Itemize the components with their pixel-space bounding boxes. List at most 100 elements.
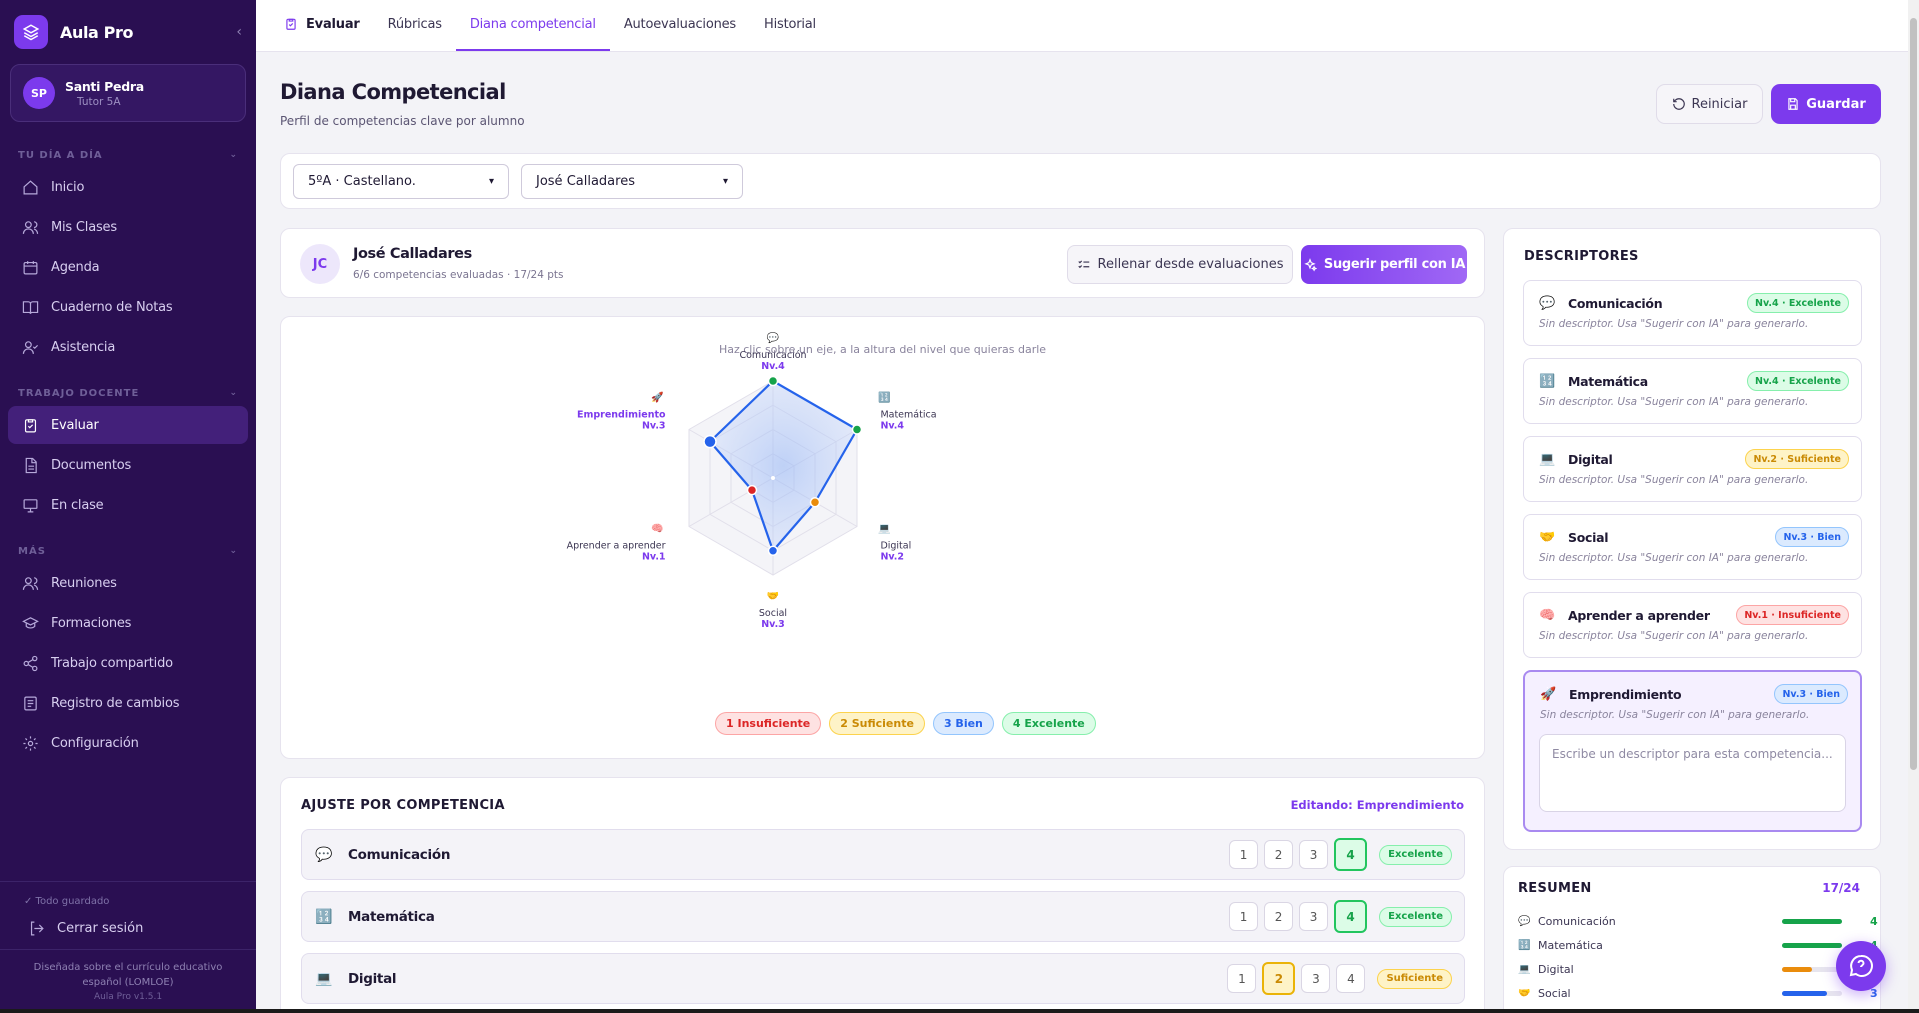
level-button-4[interactable]: 4: [1334, 900, 1368, 933]
layers-icon[interactable]: [14, 15, 48, 49]
level-button-1[interactable]: 1: [1229, 840, 1259, 869]
axis-level-label: Nv.1: [642, 552, 666, 563]
tab-label: Evaluar: [306, 16, 360, 32]
descriptor-emoji: 🧠: [1539, 608, 1556, 623]
student-select[interactable]: José Calladares ▾: [521, 164, 743, 199]
level-button-1[interactable]: 1: [1229, 902, 1259, 931]
axis-label[interactable]: Social: [759, 608, 787, 619]
descriptor-level-badge: Nv.2 · Suficiente: [1745, 449, 1849, 469]
tab-autoevaluaciones[interactable]: Autoevaluaciones: [610, 0, 750, 51]
chevron-down-icon: ⌄: [229, 546, 238, 556]
axis-label[interactable]: Aprender a aprender: [567, 541, 666, 552]
descriptor-name: Comunicación: [1568, 296, 1663, 311]
sidebar-item-registro-cambios[interactable]: Registro de cambios: [8, 684, 248, 722]
user-name: Santi Pedra: [65, 78, 144, 94]
summary-row: 🤝 Social 3: [1518, 984, 1878, 1002]
fill-from-evaluations-button[interactable]: Rellenar desde evaluaciones: [1067, 245, 1293, 284]
collapse-sidebar-icon[interactable]: ‹: [236, 24, 242, 40]
credits: Diseñada sobre el currículo educativo es…: [0, 949, 256, 1013]
competency-name: Digital: [348, 970, 397, 987]
suggest-ai-button[interactable]: Sugerir perfil con IA: [1301, 245, 1467, 284]
sidebar-item-asistencia[interactable]: Asistencia: [8, 328, 248, 366]
descriptor-level-badge: Nv.4 · Excelente: [1747, 371, 1849, 391]
descriptor-item[interactable]: 🚀 Emprendimiento Nv.3 · Bien Sin descriptor…: [1523, 670, 1862, 832]
adjust-card: AJUSTE POR COMPETENCIA Editando: Emprend…: [280, 777, 1485, 1013]
scrollbar-thumb[interactable]: [1910, 18, 1917, 770]
sidebar-item-evaluar[interactable]: Evaluar: [8, 406, 248, 444]
app-name: Aula Pro: [60, 22, 134, 42]
level-button-2[interactable]: 2: [1264, 840, 1294, 869]
descriptor-item[interactable]: 💬 Comunicación Nv.4 · Excelente Sin descrip…: [1523, 280, 1862, 346]
sidebar-item-formaciones[interactable]: Formaciones: [8, 604, 248, 642]
descriptor-level-badge: Nv.1 · Insuficiente: [1736, 605, 1849, 625]
axis-emoji: 🤝: [767, 591, 779, 602]
radar-point[interactable]: [809, 497, 821, 508]
level-button-1[interactable]: 1: [1227, 964, 1257, 993]
descriptor-textarea[interactable]: Escribe un descriptor para esta competen…: [1539, 734, 1846, 812]
axis-label[interactable]: Digital: [880, 541, 911, 552]
tab-historial[interactable]: Historial: [750, 0, 830, 51]
sidebar-item-label: Documentos: [51, 457, 132, 473]
descriptor-level-badge: Nv.3 · Bien: [1775, 527, 1849, 547]
help-button[interactable]: [1836, 941, 1886, 991]
radar-point[interactable]: [767, 375, 779, 387]
descriptor-item[interactable]: 🔢 Matemática Nv.4 · Excelente Sin descripto…: [1523, 358, 1862, 424]
tab-rubricas[interactable]: Rúbricas: [374, 0, 456, 51]
competency-emoji: 🔢: [315, 908, 333, 925]
section-mas[interactable]: MÁS ⌄: [0, 540, 256, 562]
sidebar-item-reuniones[interactable]: Reuniones: [8, 564, 248, 602]
user-card[interactable]: SP Santi Pedra Tutor 5A: [10, 64, 246, 122]
radar-point[interactable]: [767, 545, 779, 556]
axis-label[interactable]: Comunicación: [739, 350, 806, 361]
tab-label: Historial: [764, 16, 816, 32]
sidebar-item-inicio[interactable]: Inicio: [8, 168, 248, 206]
list-icon: [24, 696, 37, 710]
student-select-value: José Calladares: [536, 174, 635, 189]
sidebar-item-label: Reuniones: [51, 575, 117, 591]
competency-emoji: 💬: [315, 846, 333, 863]
sidebar-item-cuaderno[interactable]: Cuaderno de Notas: [8, 288, 248, 326]
sidebar-item-label: Trabajo compartido: [51, 655, 173, 671]
radar-point[interactable]: [703, 434, 717, 449]
summary-bar: [1782, 918, 1842, 924]
summary-row: 🔢Matemática4: [1518, 936, 1878, 954]
radar-point[interactable]: [851, 424, 863, 435]
save-button[interactable]: Guardar: [1771, 84, 1881, 124]
page-scrollbar[interactable]: [1908, 0, 1919, 1013]
home-icon: [23, 179, 38, 194]
axis-emoji: 💬: [767, 331, 780, 344]
descriptor-item[interactable]: 🤝 Social Nv.3 · Bien Sin descriptor. Usa "S…: [1523, 514, 1862, 580]
level-button-4[interactable]: 4: [1334, 838, 1368, 871]
level-button-3[interactable]: 3: [1299, 902, 1329, 931]
tab-diana-competencial[interactable]: Diana competencial: [455, 0, 610, 51]
reset-button[interactable]: Reiniciar: [1656, 84, 1763, 124]
user-role: Tutor 5A: [77, 95, 121, 108]
descriptor-item[interactable]: 💻 Digital Nv.2 · Suficiente Sin descriptor.…: [1523, 436, 1862, 502]
level-button-3[interactable]: 3: [1301, 964, 1331, 993]
level-button-4[interactable]: 4: [1336, 964, 1366, 993]
axis-label[interactable]: Matemática: [880, 410, 936, 421]
sidebar-item-documentos[interactable]: Documentos: [8, 446, 248, 484]
sidebar-item-configuracion[interactable]: Configuración: [8, 724, 248, 762]
radar-point[interactable]: [746, 484, 758, 496]
descriptor-item[interactable]: 🧠 Aprender a aprender Nv.1 · Insuficiente S…: [1523, 592, 1862, 658]
radar-chart[interactable]: 💬ComunicaciónNv.4🔢MatemáticaNv.4💻Digital…: [281, 317, 1486, 760]
level-button-3[interactable]: 3: [1299, 840, 1329, 869]
graduation-cap-icon: [22, 616, 39, 629]
sidebar-item-agenda[interactable]: Agenda: [8, 248, 248, 286]
list-checks-icon: [1077, 260, 1089, 268]
adjust-title: AJUSTE POR COMPETENCIA: [301, 798, 505, 813]
sidebar-item-en-clase[interactable]: En clase: [8, 486, 248, 524]
tab-evaluar[interactable]: Evaluar: [280, 0, 374, 51]
axis-label[interactable]: Emprendimiento: [577, 410, 666, 421]
section-tu-dia[interactable]: TU DÍA A DÍA ⌄: [0, 144, 256, 166]
sidebar-item-trabajo-compartido[interactable]: Trabajo compartido: [8, 644, 248, 682]
level-button-2[interactable]: 2: [1264, 902, 1294, 931]
sidebar-item-mis-clases[interactable]: Mis Clases: [8, 208, 248, 246]
section-trabajo-docente[interactable]: TRABAJO DOCENTE ⌄: [0, 382, 256, 404]
student-avatar: JC: [300, 244, 340, 284]
descriptor-name: Digital: [1568, 452, 1613, 467]
level-button-2[interactable]: 2: [1262, 962, 1296, 995]
logout-button[interactable]: Cerrar sesión: [0, 907, 256, 949]
class-select[interactable]: 5ºA · Castellano. ▾: [293, 164, 509, 199]
